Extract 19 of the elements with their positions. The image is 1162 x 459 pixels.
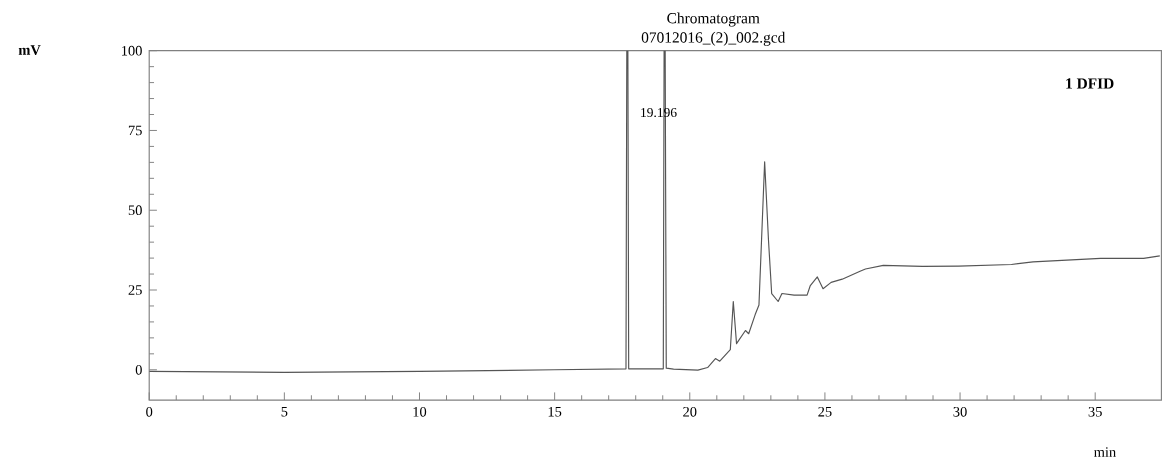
x-axis-title: min <box>1094 447 1116 457</box>
x-tick-label: 25 <box>818 406 832 417</box>
chart-title: Chromatogram <box>667 12 760 27</box>
y-tick-label: 50 <box>128 205 142 216</box>
x-tick-label: 30 <box>953 406 967 417</box>
x-tick-label: 35 <box>1088 406 1102 417</box>
y-tick-label: 0 <box>135 364 142 375</box>
y-tick-label: 75 <box>128 125 142 136</box>
line-series <box>149 50 1161 373</box>
x-tick-label: 0 <box>146 406 153 417</box>
x-tick-label: 5 <box>281 406 288 417</box>
chart-subtitle: 07012016_(2)_002.gcd <box>641 31 786 46</box>
x-tick-label: 10 <box>413 406 427 417</box>
x-tick-label: 20 <box>683 406 697 417</box>
y-tick-label: 100 <box>122 45 142 56</box>
y-tick-label: 25 <box>128 285 142 295</box>
x-tick-label: 15 <box>548 406 562 417</box>
text: mV <box>18 45 41 55</box>
annotation: 1 DFID <box>1066 78 1114 89</box>
